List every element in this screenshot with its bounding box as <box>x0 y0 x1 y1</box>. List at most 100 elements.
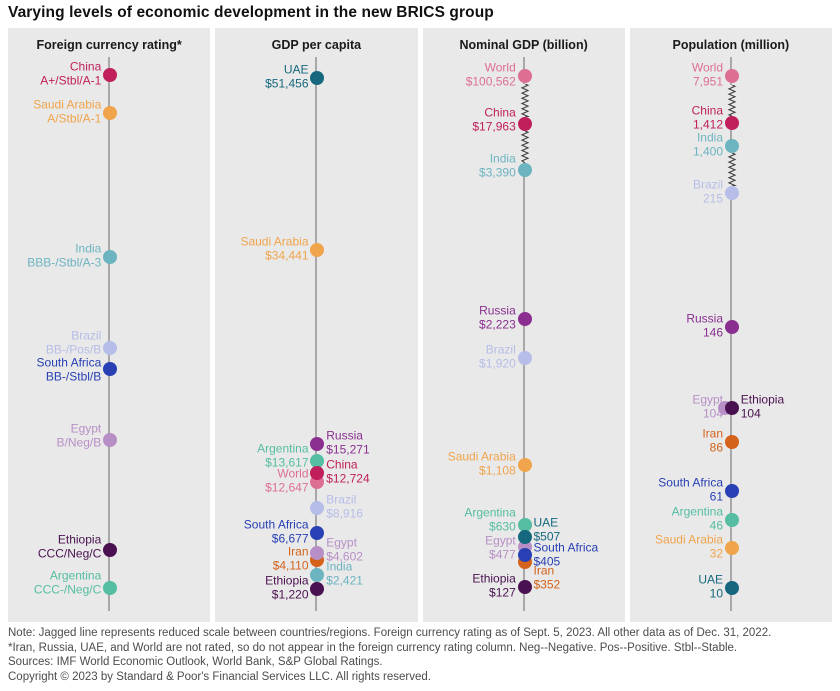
axis-line-gdp-per-capita <box>315 57 318 611</box>
dot-population-ethiopia <box>724 401 739 415</box>
dot-gdp-per-capita-ethiopia <box>310 582 325 596</box>
label-nominal-gdp-south-africa: South Africa $405 <box>533 540 599 569</box>
country-name: Russia <box>686 311 723 326</box>
country-value: $4,602 <box>326 549 363 563</box>
label-population-iran: Iran 86 <box>702 426 723 455</box>
dot-nominal-gdp-uae <box>517 530 532 544</box>
country-value: 10 <box>709 586 723 600</box>
axis-line-foreign-currency-rating <box>108 57 110 611</box>
country-name: Argentina <box>49 568 102 583</box>
label-gdp-per-capita-brazil: Brazil $8,916 <box>326 493 363 521</box>
chart-panels: Foreign currency rating* China A+/Stbl/A-1… <box>8 28 832 622</box>
label-population-china: China 1,412 <box>691 103 723 132</box>
label-nominal-gdp-uae: UAE $507 <box>533 515 561 544</box>
country-name: Argentina <box>671 504 723 519</box>
country-value: BBB-/Stbl/A-3 <box>27 255 102 269</box>
column-header-population: Population (million) <box>672 38 790 52</box>
column-header-gdp-per-capita: GDP per capita <box>271 38 362 52</box>
dot-foreign-currency-rating-ethiopia <box>103 543 117 557</box>
country-value: 215 <box>702 191 723 205</box>
country-value: 104 <box>702 406 723 420</box>
country-value: $630 <box>489 519 516 533</box>
dot-population-argentina <box>724 513 739 527</box>
dot-population-uae <box>724 581 739 595</box>
label-foreign-currency-rating-brazil: Brazil BB-/Pos/B <box>46 328 102 357</box>
country-name: World <box>691 60 723 75</box>
label-gdp-per-capita-saudi-arabia: Saudi Arabia $34,441 <box>240 234 309 263</box>
label-gdp-per-capita-south-africa: South Africa $6,677 <box>243 517 309 546</box>
country-value: 46 <box>709 518 723 532</box>
country-value: $2,421 <box>326 573 363 587</box>
country-name: South Africa <box>243 517 309 532</box>
country-name: Iran <box>702 426 723 441</box>
dot-gdp-per-capita-india <box>310 568 325 582</box>
country-value: $2,223 <box>479 317 516 331</box>
country-value: $13,617 <box>265 455 309 469</box>
country-value: 61 <box>709 489 723 503</box>
country-value: CCC-/Neg/C <box>33 582 102 596</box>
country-name: India <box>75 241 102 256</box>
country-name: China <box>691 103 723 118</box>
country-value: 104 <box>740 406 761 420</box>
country-name: Brazil <box>692 177 723 192</box>
label-population-russia: Russia 146 <box>686 311 723 340</box>
country-name: South Africa <box>533 540 599 555</box>
label-population-uae: UAE 10 <box>698 572 723 601</box>
country-name: China <box>484 105 516 120</box>
label-foreign-currency-rating-india: India BBB-/Stbl/A-3 <box>27 241 102 270</box>
country-value: B/Neg/B <box>56 435 102 449</box>
dot-nominal-gdp-south-africa <box>517 548 532 562</box>
label-nominal-gdp-india: India $3,390 <box>479 152 516 180</box>
country-name: Brazil <box>71 328 102 343</box>
dot-nominal-gdp-ethiopia <box>517 580 532 594</box>
label-nominal-gdp-ethiopia: Ethiopia $127 <box>472 572 515 600</box>
footnote-line: Copyright © 2023 by Standard & Poor's Fi… <box>8 670 431 683</box>
scale-break-zigzag-nominal-gdp-1 <box>518 131 531 163</box>
country-name: South Africa <box>36 355 102 370</box>
dot-nominal-gdp-saudi-arabia <box>517 458 532 472</box>
label-foreign-currency-rating-china: China A+/Stbl/A-1 <box>40 60 101 88</box>
scale-break-zigzag-population-0 <box>725 85 738 116</box>
country-value: $12,647 <box>265 480 309 494</box>
country-name: UAE <box>698 572 723 587</box>
country-name: UAE <box>533 515 559 530</box>
country-value: A/Stbl/A-1 <box>47 111 102 125</box>
label-gdp-per-capita-china: China $12,724 <box>326 457 370 486</box>
country-name: Argentina <box>464 505 516 520</box>
scale-break-zigzag-population-1 <box>725 153 738 186</box>
country-name: Ethiopia <box>740 392 785 407</box>
country-name: World <box>484 60 516 75</box>
country-name: Saudi Arabia <box>654 532 723 547</box>
label-population-argentina: Argentina 46 <box>671 504 723 533</box>
country-value: 86 <box>709 440 723 454</box>
country-value: $6,677 <box>271 531 309 545</box>
dot-nominal-gdp-india <box>517 163 532 177</box>
country-value: CCC/Neg/C <box>37 546 102 560</box>
country-value: 7,951 <box>692 74 723 88</box>
label-population-saudi-arabia: Saudi Arabia 32 <box>654 532 723 561</box>
label-gdp-per-capita-india: India $2,421 <box>326 559 363 588</box>
country-name: India <box>326 559 353 574</box>
country-value: $34,441 <box>265 248 309 262</box>
country-value: 32 <box>709 546 723 560</box>
country-name: Saudi Arabia <box>240 234 309 249</box>
label-foreign-currency-rating-argentina: Argentina CCC-/Neg/C <box>33 568 102 597</box>
dot-foreign-currency-rating-south-africa <box>103 362 117 376</box>
dot-nominal-gdp-argentina <box>517 518 532 532</box>
dot-population-brazil <box>724 186 739 200</box>
country-value: $3,390 <box>479 165 516 179</box>
dot-population-russia <box>724 320 739 334</box>
country-value: $4,110 <box>272 558 309 572</box>
label-nominal-gdp-egypt: Egypt $477 <box>485 534 516 562</box>
dot-gdp-per-capita-saudi-arabia <box>310 243 325 257</box>
country-name: Saudi Arabia <box>447 449 516 464</box>
country-value: 1,400 <box>692 144 723 158</box>
dot-gdp-per-capita-south-africa <box>310 526 325 540</box>
dot-population-india <box>724 139 739 153</box>
dot-foreign-currency-rating-india <box>103 250 117 264</box>
country-value: $12,724 <box>326 471 370 485</box>
label-population-brazil: Brazil 215 <box>692 177 723 206</box>
dot-population-world <box>724 69 739 83</box>
country-name: China <box>326 457 358 472</box>
